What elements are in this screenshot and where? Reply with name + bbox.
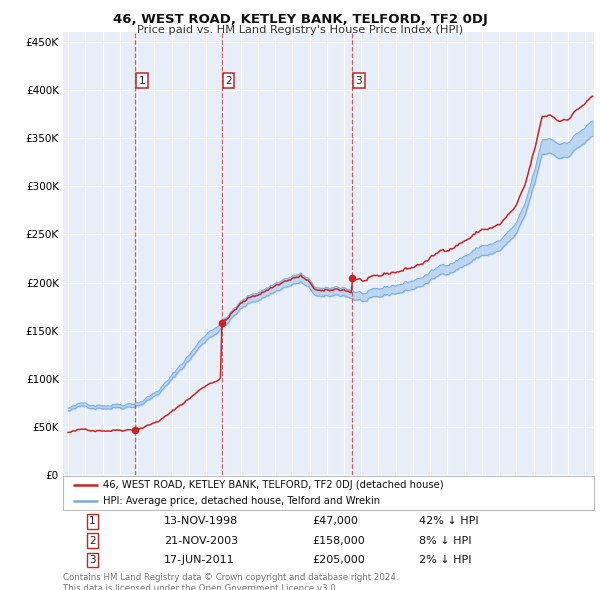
Text: £47,000: £47,000	[313, 516, 358, 526]
Text: 17-JUN-2011: 17-JUN-2011	[164, 555, 235, 565]
Text: 13-NOV-1998: 13-NOV-1998	[164, 516, 238, 526]
Text: HPI: Average price, detached house, Telford and Wrekin: HPI: Average price, detached house, Telf…	[103, 496, 380, 506]
Text: Price paid vs. HM Land Registry's House Price Index (HPI): Price paid vs. HM Land Registry's House …	[137, 25, 463, 35]
Text: 46, WEST ROAD, KETLEY BANK, TELFORD, TF2 0DJ: 46, WEST ROAD, KETLEY BANK, TELFORD, TF2…	[113, 13, 487, 26]
Text: 2: 2	[89, 536, 95, 546]
Text: £205,000: £205,000	[313, 555, 365, 565]
Text: £158,000: £158,000	[313, 536, 365, 546]
Text: 2: 2	[225, 76, 232, 86]
Text: 3: 3	[89, 555, 95, 565]
Text: 1: 1	[139, 76, 145, 86]
Text: 2% ↓ HPI: 2% ↓ HPI	[419, 555, 471, 565]
Text: 42% ↓ HPI: 42% ↓ HPI	[419, 516, 478, 526]
Text: 8% ↓ HPI: 8% ↓ HPI	[419, 536, 471, 546]
Text: 3: 3	[356, 76, 362, 86]
Text: 46, WEST ROAD, KETLEY BANK, TELFORD, TF2 0DJ (detached house): 46, WEST ROAD, KETLEY BANK, TELFORD, TF2…	[103, 480, 443, 490]
Text: 21-NOV-2003: 21-NOV-2003	[164, 536, 238, 546]
Text: Contains HM Land Registry data © Crown copyright and database right 2024.
This d: Contains HM Land Registry data © Crown c…	[63, 573, 398, 590]
Text: 1: 1	[89, 516, 95, 526]
